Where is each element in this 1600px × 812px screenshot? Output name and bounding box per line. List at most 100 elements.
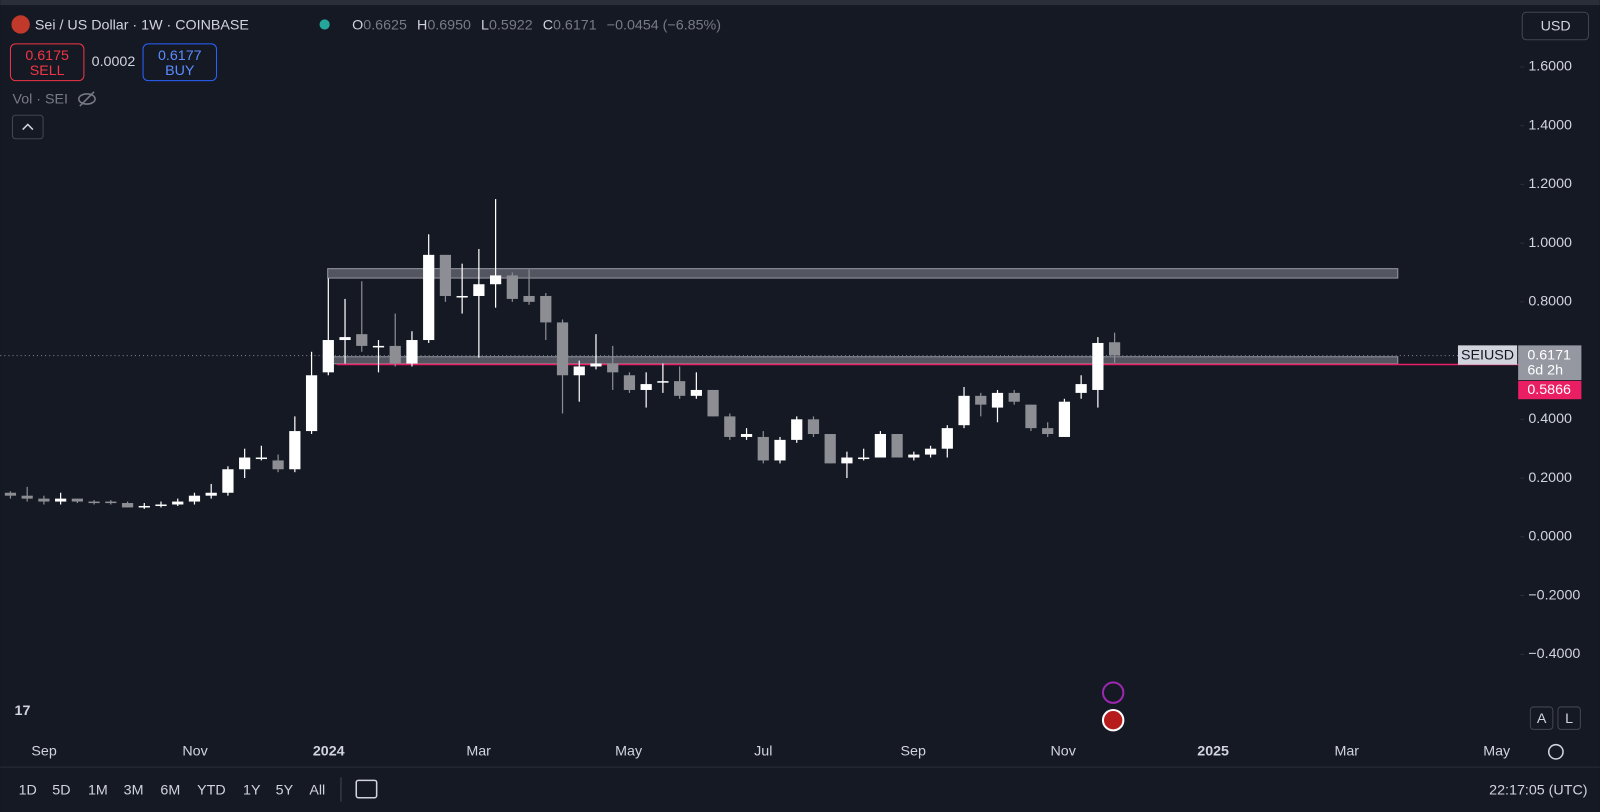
candle-body — [556, 322, 569, 376]
candle-body — [690, 389, 702, 396]
candle-body — [841, 457, 853, 464]
open-label: O — [352, 17, 363, 33]
candle-body — [908, 454, 920, 458]
candle-body — [1108, 342, 1121, 356]
currency: USD — [1541, 18, 1571, 34]
candle-body — [674, 381, 686, 396]
candle-body — [21, 495, 33, 499]
candle-body — [305, 375, 318, 432]
timeframe-button[interactable]: 1D — [19, 782, 37, 798]
timeframes: 1D 5D 1M 3M 6M YTD 1Y 5Y All — [19, 782, 326, 798]
y-tick-label: 0.2000 — [1528, 470, 1572, 486]
candle-body — [858, 457, 870, 460]
spread: 0.0002 — [92, 54, 136, 70]
candle-body — [188, 495, 201, 502]
timeframe-button[interactable]: 1M — [88, 782, 108, 798]
candle-body — [71, 498, 83, 502]
candle-body — [573, 366, 585, 376]
x-tick-label: 2024 — [313, 744, 345, 760]
x-tick-label: May — [1483, 744, 1511, 760]
y-tick-label: 1.2000 — [1528, 176, 1572, 192]
candle-body — [1042, 428, 1054, 435]
zone — [327, 268, 1399, 279]
top-border — [0, 0, 1600, 6]
symbol-title: Sei / US Dollar · 1W · COINBASE — [35, 17, 249, 33]
y-tick-label: 0.8000 — [1528, 294, 1572, 310]
x-tick-label: Mar — [1334, 744, 1359, 760]
last-price-tag — [1518, 345, 1582, 381]
event-icon[interactable] — [1101, 681, 1125, 704]
symbol-tag-label: SEIUSD — [1461, 347, 1514, 363]
flag-icon[interactable] — [1101, 708, 1125, 732]
x-tick-label: May — [615, 744, 643, 760]
change: −0.0454 (−6.85%) — [607, 17, 721, 33]
candle-body — [657, 381, 669, 383]
collapse-button[interactable] — [11, 114, 44, 140]
candle-body — [891, 434, 903, 458]
buy-label: BUY — [165, 63, 195, 79]
candle-body — [774, 439, 786, 461]
candle-body — [88, 501, 100, 504]
x-axis: Sep Nov 2024 Mar May Jul Sep Nov 2025 Ma… — [31, 744, 1511, 760]
candle-body — [824, 434, 836, 464]
candle-body — [272, 460, 284, 470]
candle-body — [372, 345, 385, 348]
buy-button[interactable] — [142, 43, 218, 82]
sell-button[interactable] — [9, 43, 85, 82]
candle-body — [958, 395, 970, 426]
candle-body — [4, 492, 17, 496]
candle-body — [222, 469, 234, 493]
candle-body — [975, 395, 987, 405]
candle-body — [523, 295, 535, 302]
candle-body — [1025, 404, 1037, 429]
timeframe-button[interactable]: 5D — [52, 782, 70, 798]
candle-body — [155, 504, 167, 507]
candle-body — [473, 284, 485, 296]
timeframe-button[interactable]: 3M — [124, 782, 144, 798]
level-tag — [1518, 380, 1582, 400]
candle-body — [707, 389, 719, 417]
candle-body — [807, 419, 820, 435]
candle-body — [172, 501, 184, 505]
candle-body — [941, 428, 953, 449]
log-scale-label: L — [1565, 711, 1573, 727]
timeframe-button[interactable]: 1Y — [243, 782, 261, 798]
candle-body — [506, 275, 518, 299]
low-label: L — [481, 17, 489, 33]
close-label: C — [543, 17, 553, 33]
last-price-label: 0.6171 — [1527, 347, 1571, 363]
candle-body — [607, 363, 619, 373]
date-range-button[interactable] — [355, 779, 378, 799]
level-label: 0.5866 — [1527, 382, 1571, 398]
timeframe-button[interactable]: YTD — [197, 782, 226, 798]
candle-body — [991, 392, 1004, 408]
candle-body — [406, 340, 418, 364]
x-tick-label: Nov — [1050, 744, 1076, 760]
candle-body — [640, 384, 652, 390]
y-tick-label: 1.6000 — [1528, 59, 1572, 75]
candle-body — [757, 436, 769, 461]
candle-body — [356, 334, 368, 346]
currency-select[interactable] — [1521, 11, 1590, 41]
candle-body — [339, 337, 351, 341]
hide-icon[interactable] — [78, 91, 96, 107]
candle-body — [239, 457, 251, 470]
tv-logo: 17 — [15, 703, 31, 719]
auto-scale-button[interactable] — [1529, 706, 1554, 730]
settings-icon[interactable] — [1547, 743, 1564, 760]
collapse-icon — [22, 123, 34, 131]
clock: 22:17:05 (UTC) — [1489, 782, 1587, 798]
candle-body — [724, 416, 736, 437]
ohlc: O0.6625 H0.6950 L0.5922 C0.6171 −0.0454 … — [352, 17, 721, 33]
x-tick-label: Sep — [31, 744, 56, 760]
timeframe-button[interactable]: All — [309, 782, 325, 798]
sell-price: 0.6175 — [25, 48, 69, 64]
market-status[interactable] — [319, 19, 330, 30]
candle-body — [389, 345, 401, 364]
candle-body — [791, 419, 803, 440]
timeframe-button[interactable]: 5Y — [276, 782, 294, 798]
close-value: 0.6171 — [553, 17, 597, 33]
log-scale-button[interactable] — [1557, 706, 1581, 730]
timeframe-button[interactable]: 6M — [160, 782, 180, 798]
y-tick-label: −0.4000 — [1528, 646, 1580, 662]
